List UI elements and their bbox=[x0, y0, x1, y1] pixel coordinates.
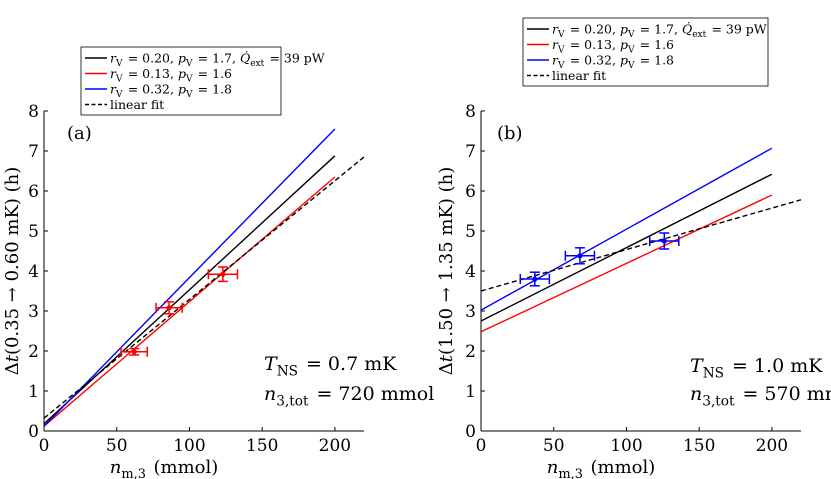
x-tick-label: 200 bbox=[756, 436, 788, 456]
y-tick-label: 5 bbox=[465, 222, 476, 242]
x-tick-label: 200 bbox=[319, 436, 351, 456]
x-tick-label: 150 bbox=[683, 436, 715, 456]
x-axis-label: nm,3 (mmol) bbox=[547, 457, 656, 479]
y-axis-label: Δt(1.50 → 1.35 mK) (h) bbox=[436, 167, 457, 376]
y-tick-label: 1 bbox=[465, 382, 476, 402]
y-tick-label: 4 bbox=[28, 262, 39, 282]
y-tick-label: 8 bbox=[465, 102, 476, 122]
legend-label: linear fit bbox=[552, 68, 606, 83]
annotation-total-moles: n3,tot = 570 mmol bbox=[690, 383, 831, 409]
y-tick-label: 6 bbox=[28, 182, 39, 202]
data-marker bbox=[131, 349, 137, 355]
plot-area bbox=[44, 128, 364, 427]
x-tick-label: 150 bbox=[246, 436, 278, 456]
y-tick-label: 3 bbox=[28, 302, 39, 322]
data-marker bbox=[661, 238, 667, 244]
data-marker bbox=[577, 253, 583, 259]
x-tick-label: 100 bbox=[173, 436, 205, 456]
data-marker bbox=[532, 276, 538, 282]
series-line-0000ff bbox=[481, 147, 773, 311]
linear-fit-line bbox=[44, 156, 364, 419]
x-tick-label: 100 bbox=[610, 436, 642, 456]
data-point bbox=[207, 266, 239, 283]
legend-label: rV = 0.32, pV = 1.8 bbox=[552, 53, 674, 72]
panel-label: (b) bbox=[497, 123, 523, 144]
data-point bbox=[155, 301, 183, 315]
series-line-ff0000 bbox=[44, 176, 336, 427]
y-tick-label: 1 bbox=[28, 382, 39, 402]
y-tick-label: 2 bbox=[465, 342, 476, 362]
series-line-0000ff bbox=[44, 128, 336, 427]
annotation-total-moles: n3,tot = 720 mmol bbox=[264, 383, 434, 409]
y-tick-label: 5 bbox=[28, 222, 39, 242]
x-axis-label: nm,3 (mmol) bbox=[110, 457, 219, 479]
legend-box bbox=[80, 46, 282, 116]
data-point bbox=[519, 271, 551, 287]
legend-label: rV = 0.32, pV = 1.8 bbox=[110, 82, 232, 101]
y-tick-label: 6 bbox=[465, 182, 476, 202]
data-point bbox=[120, 346, 149, 357]
y-tick-label: 7 bbox=[465, 142, 476, 162]
y-tick-label: 3 bbox=[465, 302, 476, 322]
y-axis-label: Δt(0.35 → 0.60 mK) (h) bbox=[2, 167, 23, 376]
data-marker bbox=[166, 305, 172, 311]
annotation-temperature: TNS = 1.0 mK bbox=[690, 355, 823, 381]
data-point bbox=[648, 232, 680, 250]
y-tick-label: 8 bbox=[28, 102, 39, 122]
legend-label: rV = 0.13, pV = 1.6 bbox=[552, 37, 674, 56]
x-tick-label: 0 bbox=[39, 436, 50, 456]
legend-label: rV = 0.20, pV = 1.7, Q̇ext = 39 pW bbox=[110, 50, 325, 69]
series-line-000000 bbox=[44, 155, 336, 425]
y-tick-label: 2 bbox=[28, 342, 39, 362]
data-point bbox=[564, 247, 596, 265]
series-line-ff0000 bbox=[481, 194, 773, 333]
panel-label: (a) bbox=[67, 123, 92, 144]
legend-label: rV = 0.13, pV = 1.6 bbox=[110, 66, 232, 85]
legend-box bbox=[522, 17, 769, 87]
chart-panel-a: 0 50 100 150 200 0 1 2 3 4 5 6 7 8 nm,3 (mmol) Δt(0.35 … bbox=[2, 46, 434, 479]
legend-label: linear fit bbox=[110, 97, 164, 112]
annotation-temperature: TNS = 0.7 mK bbox=[264, 353, 397, 379]
legend-label: rV = 0.20, pV = 1.7, Q̇ext = 39 pW bbox=[552, 21, 767, 40]
y-tick-label: 0 bbox=[28, 422, 39, 442]
chart-panel-b: 0 50 100 150 200 0 1 2 3 4 5 6 7 8 nm,3 (mmol) Δt(1.50 … bbox=[436, 17, 831, 479]
linear-fit-line bbox=[481, 199, 801, 292]
x-tick-label: 50 bbox=[543, 436, 565, 456]
x-tick-label: 0 bbox=[476, 436, 487, 456]
x-tick-label: 50 bbox=[106, 436, 128, 456]
y-tick-label: 4 bbox=[465, 262, 476, 282]
series-line-000000 bbox=[481, 173, 773, 322]
data-marker bbox=[220, 271, 226, 277]
y-tick-label: 7 bbox=[28, 142, 39, 162]
y-tick-label: 0 bbox=[465, 422, 476, 442]
plot-area bbox=[481, 147, 801, 333]
